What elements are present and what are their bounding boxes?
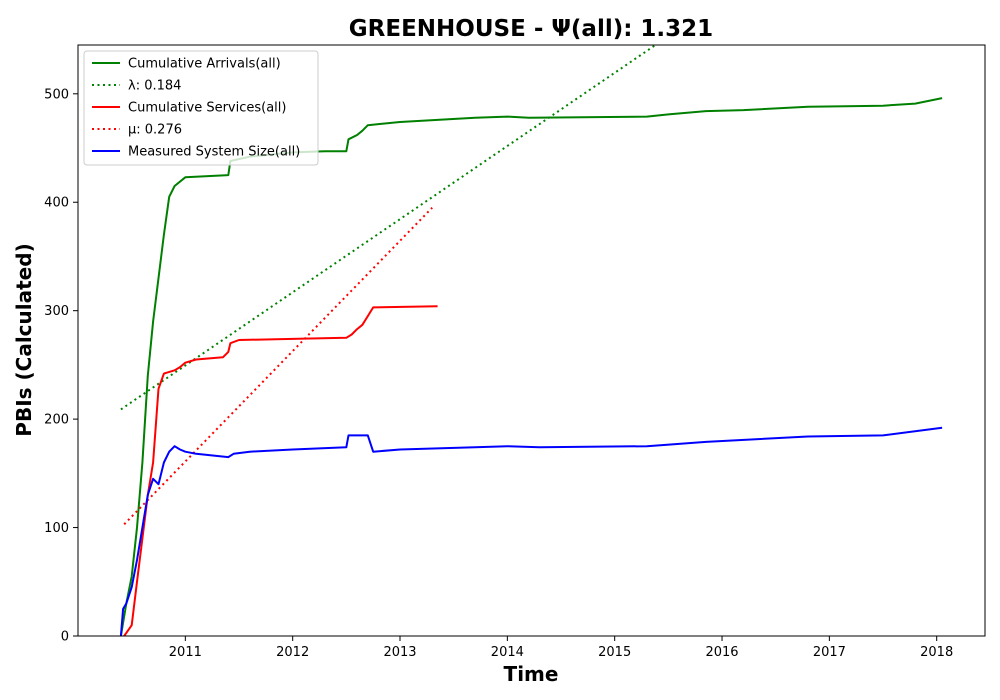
axes: 2011 2012 2013 2014 2015 2016 2017 2018 0 100 200 3… — [44, 44, 986, 660]
series-line-2 — [123, 305, 438, 636]
chart-title: GREENHOUSE - Ψ(all): 1.321 — [349, 16, 713, 42]
y-tick-label: 400 — [44, 196, 69, 211]
x-tick-label: 2016 — [705, 645, 738, 660]
y-tick-label: 0 — [61, 630, 69, 645]
legend-label: μ: 0.276 — [128, 123, 182, 138]
x-tick-label: 2015 — [598, 645, 631, 660]
y-tick-label: 300 — [44, 304, 69, 319]
x-tick-label: 2018 — [920, 645, 953, 660]
x-tick-label: 2012 — [276, 645, 309, 660]
legend-label: Measured System Size(all) — [128, 145, 300, 160]
series-line-0 — [119, 97, 943, 636]
legend-label: Cumulative Services(all) — [128, 101, 286, 116]
plot-area — [119, 45, 943, 636]
series-line-3 — [123, 207, 433, 525]
x-tick-label: 2013 — [383, 645, 416, 660]
legend: Cumulative Arrivals(all) λ: 0.184 Cumulati… — [83, 50, 319, 166]
y-tick-label: 100 — [44, 521, 69, 536]
legend-label: λ: 0.184 — [128, 79, 181, 94]
y-tick-label: 200 — [44, 413, 69, 428]
axes-frame — [77, 44, 986, 637]
x-tick-label: 2014 — [491, 645, 524, 660]
series-line-4 — [119, 426, 943, 636]
y-tick-label: 500 — [44, 87, 69, 102]
x-tick-label: 2011 — [169, 645, 202, 660]
x-axis-title: Time — [504, 662, 559, 686]
x-tick-label: 2017 — [813, 645, 846, 660]
legend-label: Cumulative Arrivals(all) — [128, 57, 281, 72]
y-axis-title: PBIs (Calculated) — [12, 243, 36, 436]
legend-box — [83, 50, 319, 166]
series-line-1 — [120, 45, 657, 411]
